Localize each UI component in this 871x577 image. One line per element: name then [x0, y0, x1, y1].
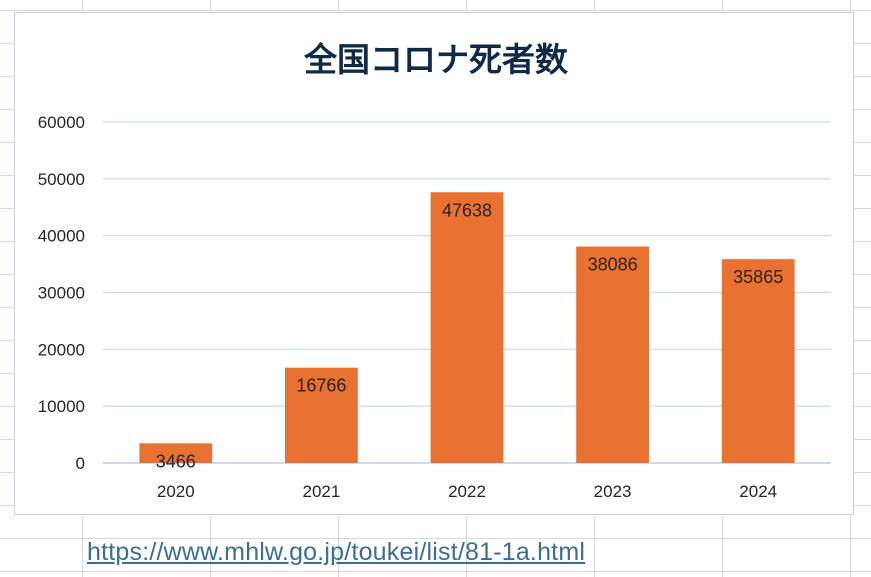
x-tick-label: 2021: [302, 482, 340, 501]
y-tick-label: 0: [76, 454, 85, 473]
x-tick-label: 2024: [739, 482, 777, 501]
bar-2021[interactable]: [285, 367, 358, 463]
data-label-2024: 35865: [733, 267, 783, 287]
x-tick-label: 2023: [594, 482, 632, 501]
data-label-2020: 3466: [156, 451, 196, 471]
x-tick-label: 2020: [157, 482, 195, 501]
data-label-2021: 16766: [296, 376, 346, 396]
x-axis-tick-labels: 2020 2021 2022 2023 2024: [157, 482, 777, 501]
bar-2024[interactable]: [721, 259, 795, 463]
x-tick-label: 2022: [448, 482, 486, 501]
data-label-2022: 47638: [442, 200, 492, 220]
data-labels: 3466 16766 47638 38086 35865: [156, 200, 783, 471]
y-tick-label: 30000: [38, 284, 85, 303]
bar-2023[interactable]: [576, 246, 649, 463]
bars: [139, 192, 795, 463]
y-tick-label: 60000: [38, 113, 85, 132]
y-axis-tick-labels: 0 10000 20000 30000 40000 50000 60000: [38, 113, 85, 473]
source-url-link[interactable]: https://www.mhlw.go.jp/toukei/list/81-1a…: [87, 538, 586, 566]
chart-title: 全国コロナ死者数: [303, 40, 569, 79]
bar-2022[interactable]: [430, 192, 504, 463]
bar-chart: 全国コロナ死者数 0 10000 20000 30000 40000 50000 60000…: [38, 40, 831, 501]
chart-container[interactable]: 全国コロナ死者数 0 10000 20000 30000 40000 50000 60000…: [14, 12, 854, 515]
data-label-2023: 38086: [588, 255, 638, 275]
y-tick-label: 20000: [38, 340, 85, 359]
y-tick-label: 50000: [38, 170, 85, 189]
y-tick-label: 40000: [38, 227, 85, 246]
y-tick-label: 10000: [38, 397, 85, 416]
bar-2020[interactable]: [139, 443, 213, 463]
